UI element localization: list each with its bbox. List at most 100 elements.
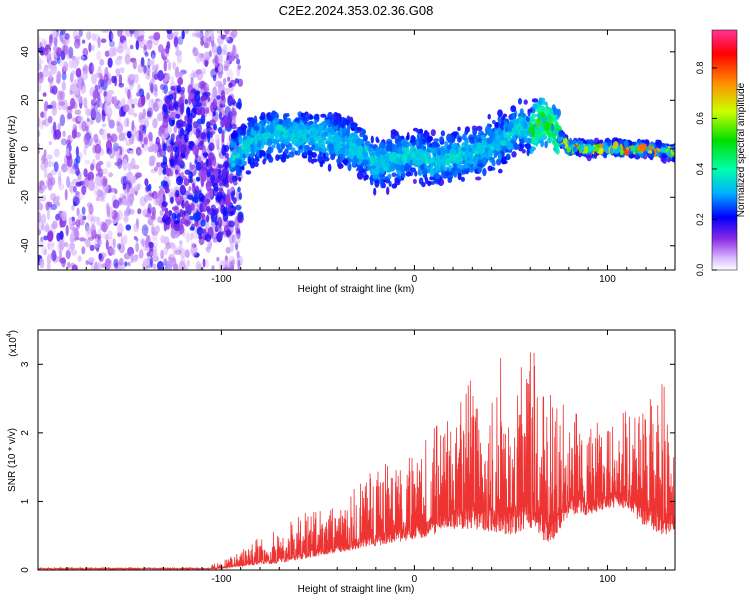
spectrogram-noise-blob xyxy=(75,191,81,196)
spectrogram-noise-blob xyxy=(184,133,189,143)
spectrogram-noise-blob xyxy=(146,241,150,253)
spectrogram-noise-blob xyxy=(204,87,210,92)
spectrogram-noise-blob xyxy=(236,58,241,65)
spectrogram-noise-blob xyxy=(77,115,84,122)
spectrogram-noise-blob xyxy=(67,112,73,120)
spectrogram-noise-blob xyxy=(39,258,45,269)
spectrogram-signal-blob xyxy=(317,124,324,133)
spectrogram-noise-blob xyxy=(40,213,47,225)
spectrogram-noise-blob xyxy=(130,187,135,197)
spectrogram-noise-blob xyxy=(202,258,206,268)
spectrogram-noise-blob xyxy=(56,201,61,207)
spectrogram-noise-blob xyxy=(53,44,58,54)
spectrogram-noise-blob xyxy=(176,85,182,93)
spectrogram-signal-blob xyxy=(437,178,445,187)
spectrogram-noise-blob xyxy=(92,90,98,100)
spectrogram-signal-blob xyxy=(258,123,262,132)
spectrogram-noise-blob xyxy=(183,178,190,187)
spectrogram-signal-blob xyxy=(254,161,259,167)
spectrogram-noise-blob xyxy=(65,224,69,237)
spectrogram-signal-blob xyxy=(519,108,524,115)
spectrogram-noise-blob xyxy=(178,224,185,235)
spectrogram-noise-blob xyxy=(123,214,129,224)
spectrogram-noise-blob xyxy=(181,30,185,40)
spectrogram-noise-blob xyxy=(225,229,232,237)
spectrogram-noise-blob xyxy=(172,102,178,108)
spectrogram-noise-blob xyxy=(108,236,114,247)
spectrogram-noise-blob xyxy=(217,216,223,229)
colorbar-tick-label: 0.8 xyxy=(695,62,705,75)
spectrogram-signal-blob xyxy=(482,152,489,158)
spectrogram-noise-blob xyxy=(126,131,132,139)
spectrogram-noise-blob xyxy=(147,59,154,66)
spectrogram-noise-blob xyxy=(69,166,75,172)
spectrogram-noise-blob xyxy=(43,149,47,158)
spectrogram-signal-blob xyxy=(480,134,487,140)
spectrogram-signal-blob xyxy=(330,154,336,161)
spectrogram-signal-blob xyxy=(371,165,376,170)
spectrogram-signal-blob xyxy=(292,121,299,131)
spectrogram-signal-blob xyxy=(308,131,315,137)
spectrogram-noise-blob xyxy=(53,131,57,140)
spectrogram-noise-blob xyxy=(160,235,166,244)
spectrogram-noise-blob xyxy=(109,262,114,270)
spectrogram-noise-blob xyxy=(190,77,194,88)
spectrogram-noise-blob xyxy=(190,242,195,249)
spectrogram-signal-blob xyxy=(372,175,379,180)
spectrogram-signal-blob xyxy=(374,179,380,188)
spectrogram-noise-blob xyxy=(122,175,128,186)
snr-multiplier-close: ) xyxy=(8,330,19,333)
spectrogram-signal-blob xyxy=(532,103,538,110)
spectrogram-noise-blob xyxy=(179,184,186,193)
spectrogram-signal-blob xyxy=(502,113,508,118)
spectrogram-noise-blob xyxy=(147,39,153,45)
spectrogram-noise-blob xyxy=(53,31,59,38)
spectrogram-ytick-label: -20 xyxy=(20,190,31,205)
spectrogram-signal-blob xyxy=(580,144,585,153)
spectrogram-noise-blob xyxy=(124,30,131,37)
spectrogram-noise-blob xyxy=(46,206,51,213)
spectrogram-noise-blob xyxy=(142,68,150,76)
spectrogram-noise-blob xyxy=(197,141,204,151)
spectrogram-signal-blob xyxy=(469,160,473,165)
spectrogram-signal-blob xyxy=(585,154,591,159)
spectrogram-axes: -100 0 100 -40 -20 0 20 40 xyxy=(20,30,675,285)
spectrogram-noise-blob xyxy=(190,164,195,170)
spectrogram-noise-blob xyxy=(133,223,140,233)
spectrogram-noise-blob xyxy=(224,119,230,129)
spectrogram-signal-blob xyxy=(296,150,301,156)
spectrogram-noise-blob xyxy=(125,148,130,153)
spectrogram-noise-blob xyxy=(163,132,170,138)
spectrogram-noise-blob xyxy=(58,175,62,186)
spectrogram-signal-blob xyxy=(468,167,474,173)
spectrogram-noise-blob xyxy=(119,67,125,74)
spectrogram-signal-blob xyxy=(510,105,517,113)
spectrogram-noise-blob xyxy=(186,232,190,243)
spectrogram-noise-blob xyxy=(220,110,228,116)
spectrogram-noise-blob xyxy=(89,244,95,252)
spectrogram-noise-blob xyxy=(148,183,152,191)
spectrogram-noise-blob xyxy=(184,169,191,175)
spectrogram-signal-blob xyxy=(566,146,572,153)
spectrogram-noise-blob xyxy=(151,98,155,106)
spectrogram-noise-blob xyxy=(142,208,149,217)
spectrogram-noise-blob xyxy=(57,99,63,111)
spectrogram-signal-blob xyxy=(279,127,286,132)
spectrogram-noise-blob xyxy=(102,168,109,175)
spectrogram-noise-blob xyxy=(205,107,210,114)
spectrogram-signal-blob xyxy=(239,131,247,136)
spectrogram-signal-blob xyxy=(397,153,401,159)
spectrogram-signal-blob xyxy=(242,153,246,159)
spectrogram-signal-blob xyxy=(328,143,334,150)
spectrogram-noise-blob xyxy=(129,177,136,184)
spectrogram-noise-blob xyxy=(75,89,79,96)
spectrogram-signal-blob xyxy=(429,176,434,181)
spectrogram-noise-blob xyxy=(64,189,68,201)
spectrogram-signal-blob xyxy=(403,138,408,146)
figure-title: C2E2.2024.353.02.36.G08 xyxy=(279,3,434,18)
spectrogram-noise-blob xyxy=(165,44,170,54)
snr-ytick-label: 3 xyxy=(20,361,31,367)
spectrogram-signal-blob xyxy=(356,171,364,180)
spectrogram-signal-blob xyxy=(390,151,398,159)
spectrogram-noise-blob xyxy=(217,38,221,45)
